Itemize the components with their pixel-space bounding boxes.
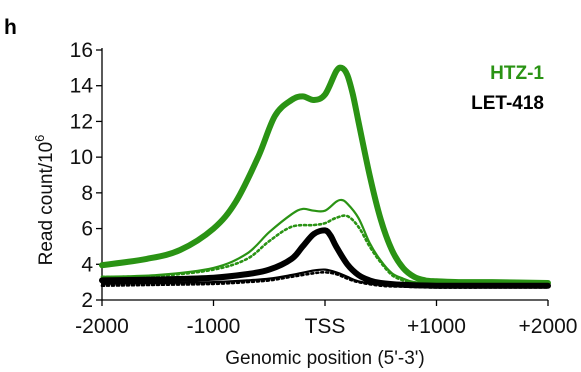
panel-label: h xyxy=(4,16,17,39)
legend: HTZ-1 LET-418 xyxy=(471,63,544,114)
series-line-let-418-thin xyxy=(100,268,550,288)
series-line-htz-1-thin xyxy=(100,198,550,286)
legend-entry-htz-1: HTZ-1 xyxy=(490,63,544,84)
axes: 2 4 6 8 10 12 14 16 -2000 -1000 TSS +1000 +2000 xyxy=(70,39,578,338)
series-line-htz-1-dotted xyxy=(100,214,550,287)
series-line-htz-1-thick xyxy=(99,64,551,286)
y-tick-label: 4 xyxy=(81,253,93,276)
legend-entry-let-418: LET-418 xyxy=(471,93,544,114)
y-tick-label: 16 xyxy=(70,39,93,62)
y-tick-label: 14 xyxy=(70,75,94,98)
y-tick-label: 12 xyxy=(70,110,93,133)
y-tick-label: 2 xyxy=(81,289,93,312)
x-axis-title: Genomic position (5'-3') xyxy=(225,348,424,369)
series-layer xyxy=(99,64,551,289)
y-tick-label: 6 xyxy=(81,218,93,241)
series-line-let-418-dotted xyxy=(100,270,550,289)
y-tick-label: 10 xyxy=(70,146,93,169)
x-tick-label: TSS xyxy=(305,315,346,338)
series-line-let-418-thick xyxy=(99,227,551,289)
y-axis-title: Read count/106 xyxy=(32,135,57,266)
x-tick-label: +2000 xyxy=(519,315,578,338)
x-tick-label: -2000 xyxy=(75,315,129,338)
x-tick-label: -1000 xyxy=(187,315,241,338)
y-tick-label: 8 xyxy=(81,182,93,205)
x-tick-label: +1000 xyxy=(407,315,466,338)
